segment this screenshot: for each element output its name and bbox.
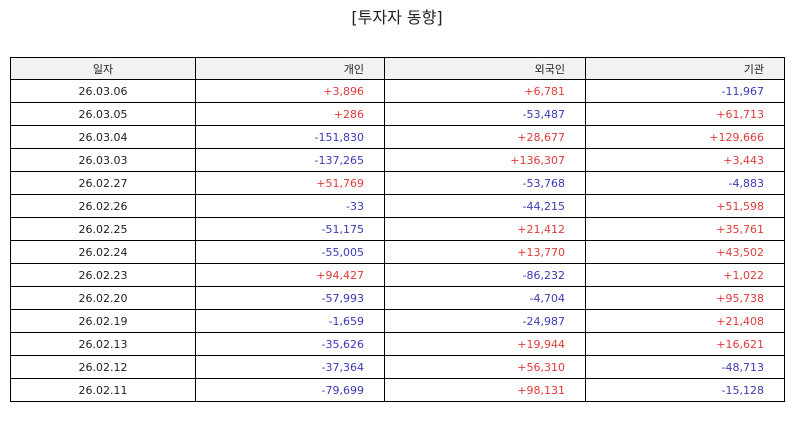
table-row: 26.02.11 -79,699 +98,131 -15,128 xyxy=(10,378,785,402)
cell-foreign: +21,412 xyxy=(384,217,586,241)
cell-date: 26.02.23 xyxy=(10,263,196,287)
cell-individual: -79,699 xyxy=(195,378,385,402)
cell-date: 26.03.05 xyxy=(10,102,196,126)
cell-individual: -55,005 xyxy=(195,240,385,264)
cell-institution: -4,883 xyxy=(585,171,785,195)
table-row: 26.02.27 +51,769 -53,768 -4,883 xyxy=(10,171,785,195)
cell-date: 26.02.20 xyxy=(10,286,196,310)
cell-institution: -15,128 xyxy=(585,378,785,402)
cell-institution: +51,598 xyxy=(585,194,785,218)
page-title: [투자자 동향] xyxy=(351,8,443,27)
cell-foreign: +13,770 xyxy=(384,240,586,264)
cell-individual: -37,364 xyxy=(195,355,385,379)
table-row: 26.02.23 +94,427 -86,232 +1,022 xyxy=(10,263,785,287)
cell-foreign: +28,677 xyxy=(384,125,586,149)
cell-individual: -51,175 xyxy=(195,217,385,241)
cell-individual: -57,993 xyxy=(195,286,385,310)
table-row: 26.02.13 -35,626 +19,944 +16,621 xyxy=(10,332,785,356)
column-header-foreign: 외국인 xyxy=(384,57,586,80)
table-row: 26.02.19 -1,659 -24,987 +21,408 xyxy=(10,309,785,333)
cell-foreign: +56,310 xyxy=(384,355,586,379)
cell-date: 26.02.26 xyxy=(10,194,196,218)
table-row: 26.02.12 -37,364 +56,310 -48,713 xyxy=(10,355,785,379)
column-header-individual: 개인 xyxy=(195,57,385,80)
table-row: 26.02.25 -51,175 +21,412 +35,761 xyxy=(10,217,785,241)
cell-date: 26.02.12 xyxy=(10,355,196,379)
cell-foreign: -53,487 xyxy=(384,102,586,126)
cell-institution: -48,713 xyxy=(585,355,785,379)
table-row: 26.03.05 +286 -53,487 +61,713 xyxy=(10,102,785,126)
cell-date: 26.03.06 xyxy=(10,79,196,103)
table-row: 26.02.26 -33 -44,215 +51,598 xyxy=(10,194,785,218)
table-row: 26.03.06 +3,896 +6,781 -11,967 xyxy=(10,79,785,103)
table-row: 26.02.24 -55,005 +13,770 +43,502 xyxy=(10,240,785,264)
cell-institution: +95,738 xyxy=(585,286,785,310)
cell-date: 26.02.13 xyxy=(10,332,196,356)
cell-institution: +21,408 xyxy=(585,309,785,333)
cell-foreign: +6,781 xyxy=(384,79,586,103)
cell-individual: -33 xyxy=(195,194,385,218)
cell-individual: -137,265 xyxy=(195,148,385,172)
table-row: 26.03.04 -151,830 +28,677 +129,666 xyxy=(10,125,785,149)
cell-institution: +61,713 xyxy=(585,102,785,126)
table-header-row: 일자 개인 외국인 기관 xyxy=(10,57,785,80)
column-header-institution: 기관 xyxy=(585,57,785,80)
cell-date: 26.02.24 xyxy=(10,240,196,264)
cell-foreign: +19,944 xyxy=(384,332,586,356)
cell-date: 26.02.11 xyxy=(10,378,196,402)
column-header-date: 일자 xyxy=(10,57,196,80)
cell-foreign: -24,987 xyxy=(384,309,586,333)
cell-institution: +3,443 xyxy=(585,148,785,172)
table-row: 26.02.20 -57,993 -4,704 +95,738 xyxy=(10,286,785,310)
cell-individual: -35,626 xyxy=(195,332,385,356)
cell-foreign: +98,131 xyxy=(384,378,586,402)
cell-date: 26.02.27 xyxy=(10,171,196,195)
table-row: 26.03.03 -137,265 +136,307 +3,443 xyxy=(10,148,785,172)
cell-foreign: +136,307 xyxy=(384,148,586,172)
cell-individual: +94,427 xyxy=(195,263,385,287)
cell-institution: +35,761 xyxy=(585,217,785,241)
cell-date: 26.03.04 xyxy=(10,125,196,149)
cell-institution: +16,621 xyxy=(585,332,785,356)
cell-institution: +129,666 xyxy=(585,125,785,149)
cell-institution: +1,022 xyxy=(585,263,785,287)
cell-foreign: -86,232 xyxy=(384,263,586,287)
cell-institution: -11,967 xyxy=(585,79,785,103)
cell-institution: +43,502 xyxy=(585,240,785,264)
cell-foreign: -44,215 xyxy=(384,194,586,218)
table-body: 26.03.06 +3,896 +6,781 -11,967 26.03.05 +286-… xyxy=(10,79,785,402)
cell-foreign: -53,768 xyxy=(384,171,586,195)
investor-flow-table: 일자 개인 외국인 기관 26.03.06 +3,896 +6,781 -11,967… xyxy=(10,57,785,402)
cell-individual: +286 xyxy=(195,102,385,126)
cell-individual: -1,659 xyxy=(195,309,385,333)
cell-date: 26.03.03 xyxy=(10,148,196,172)
cell-foreign: -4,704 xyxy=(384,286,586,310)
cell-date: 26.02.25 xyxy=(10,217,196,241)
cell-individual: +51,769 xyxy=(195,171,385,195)
cell-individual: +3,896 xyxy=(195,79,385,103)
cell-individual: -151,830 xyxy=(195,125,385,149)
cell-date: 26.02.19 xyxy=(10,309,196,333)
